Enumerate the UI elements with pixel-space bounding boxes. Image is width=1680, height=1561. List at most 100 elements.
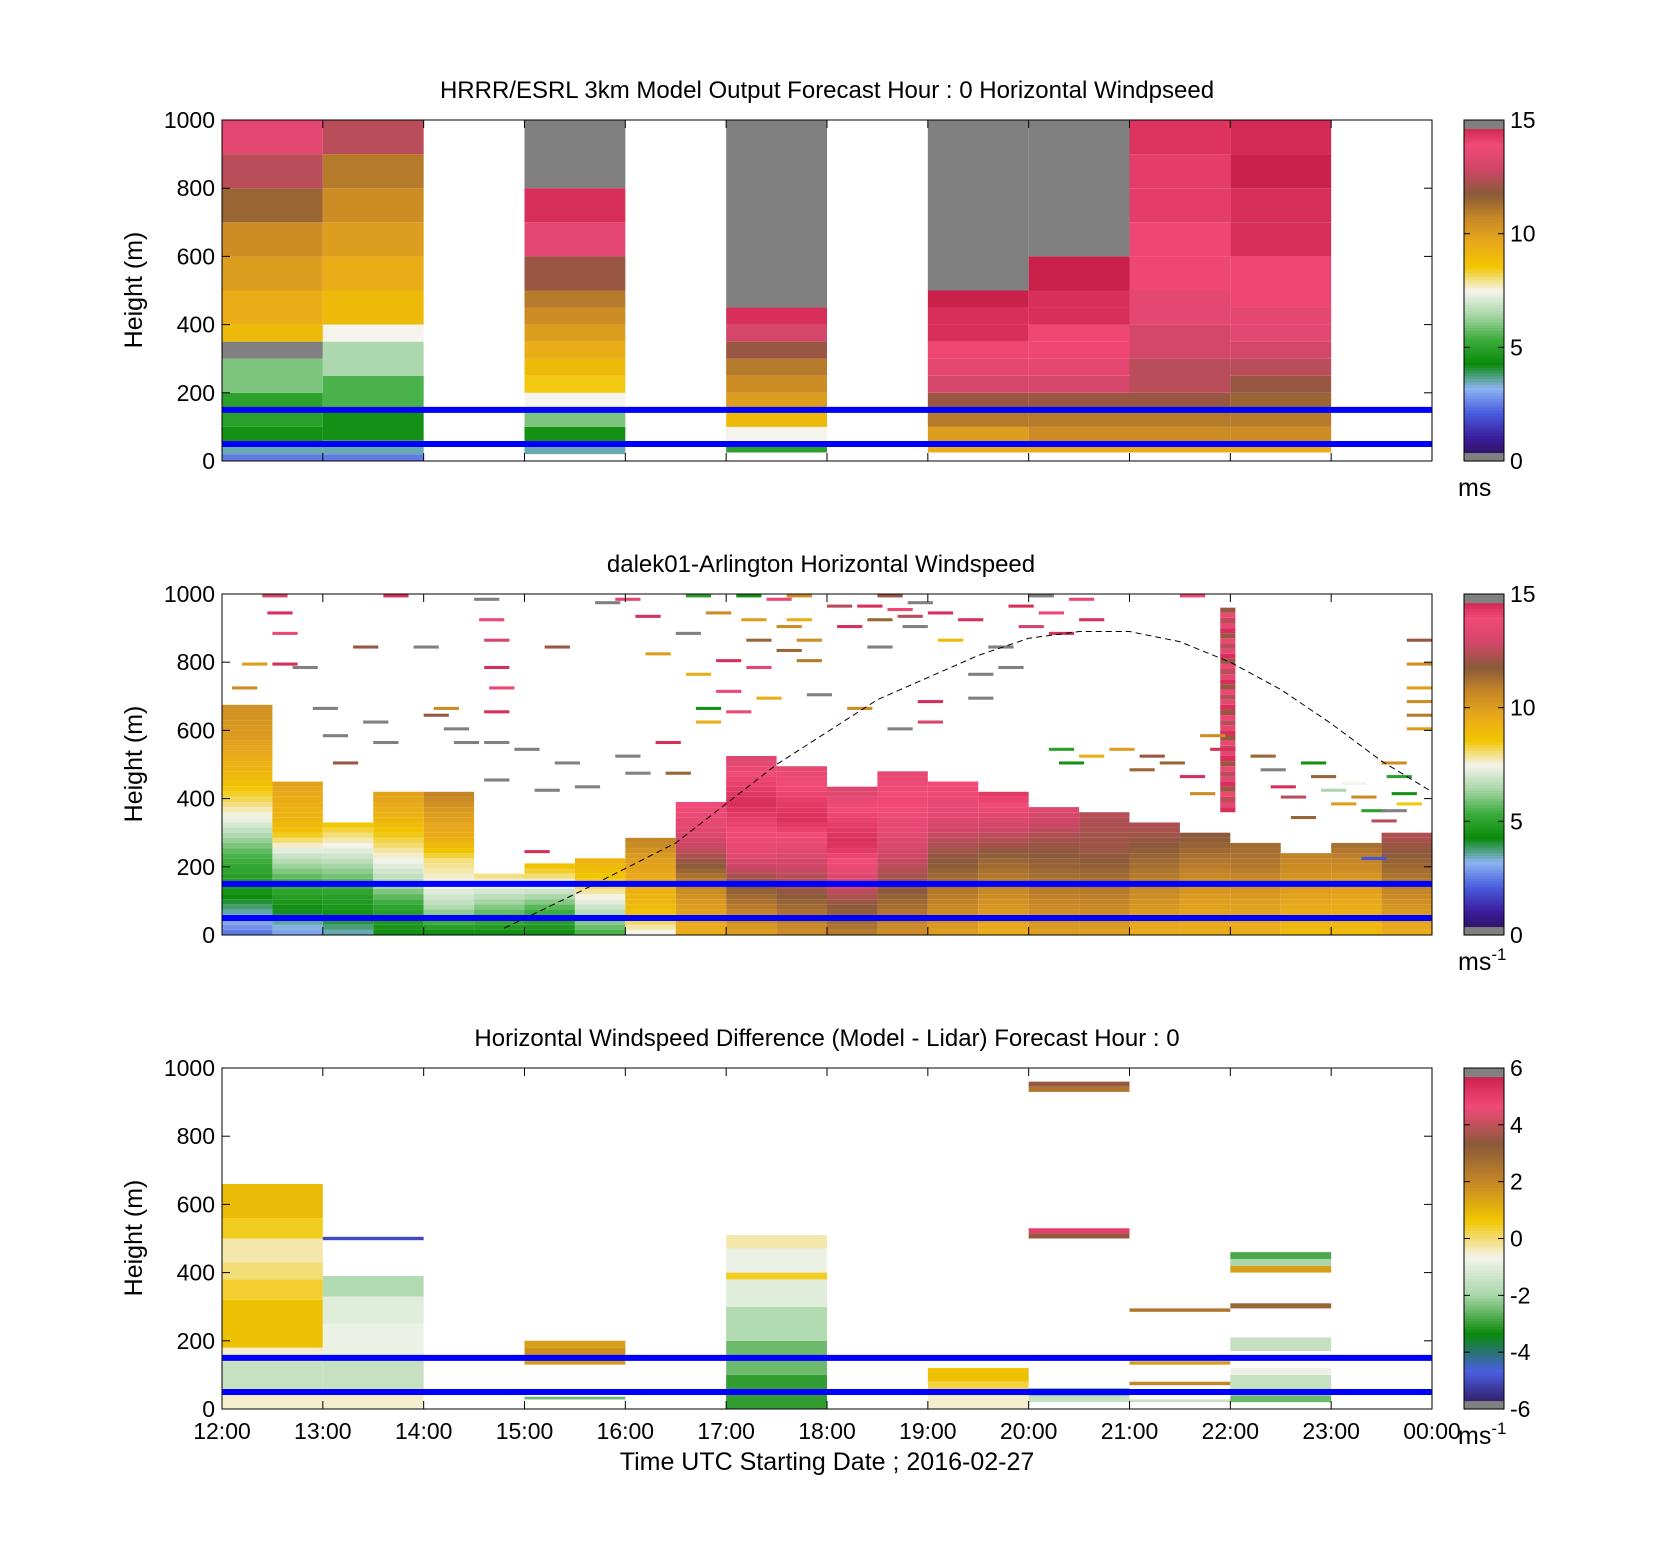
lidar-gate bbox=[474, 597, 500, 601]
colorbar-segment bbox=[1464, 381, 1504, 385]
heatmap-cell bbox=[978, 929, 1029, 935]
colorbar-segment bbox=[1464, 1292, 1504, 1296]
colorbar-segment bbox=[1464, 350, 1504, 354]
heatmap-cell bbox=[373, 827, 424, 833]
lidar-gate bbox=[746, 638, 772, 642]
heatmap-cell bbox=[1280, 858, 1332, 864]
colorbar-segment bbox=[1464, 1215, 1504, 1220]
colorbar-segment bbox=[1464, 387, 1504, 391]
heatmap-cell bbox=[726, 868, 777, 874]
heatmap-cell bbox=[827, 929, 878, 935]
heatmap-cell bbox=[1129, 929, 1180, 935]
colorbar-tick-label: 0 bbox=[1510, 1226, 1523, 1252]
heatmap-cell bbox=[373, 899, 424, 905]
colorbar-segment bbox=[1464, 696, 1504, 700]
colorbar-segment bbox=[1464, 1207, 1504, 1211]
heatmap-cell bbox=[1381, 837, 1432, 843]
heatmap-cell bbox=[877, 812, 928, 818]
heatmap-cell bbox=[1331, 924, 1382, 930]
heatmap-cell bbox=[524, 392, 626, 410]
colorbar-tick-label: 5 bbox=[1510, 334, 1523, 360]
heatmap-cell bbox=[675, 899, 727, 905]
heatmap-cell bbox=[978, 791, 1029, 797]
colorbar-segment bbox=[1464, 1156, 1504, 1160]
heatmap-cell bbox=[1028, 873, 1080, 879]
heatmap-cell bbox=[1079, 817, 1130, 823]
heatmap-cell bbox=[222, 324, 323, 342]
panel-lidar-dashed-curve bbox=[504, 631, 1432, 929]
heatmap-cell bbox=[1230, 848, 1281, 854]
heatmap-cell bbox=[1129, 873, 1180, 879]
heatmap-cell bbox=[524, 256, 626, 291]
heatmap-cell bbox=[373, 812, 424, 818]
colorbar-segment bbox=[1464, 701, 1504, 706]
heatmap-cell bbox=[827, 868, 878, 874]
heatmap-cell bbox=[524, 873, 575, 879]
colorbar-segment bbox=[1464, 869, 1504, 874]
heatmap-cell bbox=[322, 863, 374, 869]
heatmap-cell bbox=[222, 899, 273, 905]
colorbar-segment bbox=[1464, 639, 1504, 643]
colorbar-segment bbox=[1464, 676, 1504, 680]
lidar-gate bbox=[766, 597, 792, 601]
y-tick-label: 800 bbox=[177, 175, 215, 201]
heatmap-cell bbox=[222, 766, 273, 772]
heatmap-cell bbox=[272, 888, 323, 895]
colorbar-segment bbox=[1464, 1068, 1504, 1072]
heatmap-cell bbox=[827, 899, 878, 905]
lidar-gate bbox=[1079, 618, 1105, 622]
heatmap-cell bbox=[524, 307, 626, 325]
heatmap-cell bbox=[272, 791, 323, 797]
lidar-gate bbox=[776, 648, 802, 652]
heatmap-cell bbox=[877, 837, 928, 843]
colorbar-segment bbox=[1464, 185, 1504, 189]
heatmap-cell bbox=[726, 443, 827, 453]
panel-difference-y-axis: 0 200 400 600 800 1000 bbox=[164, 1055, 1432, 1422]
lidar-gate bbox=[595, 601, 621, 605]
heatmap-cell bbox=[1079, 848, 1130, 854]
heatmap-cell bbox=[827, 827, 878, 833]
heatmap-cell bbox=[1381, 904, 1432, 910]
lidar-gate bbox=[685, 594, 712, 598]
heatmap-cell bbox=[726, 817, 777, 823]
colorbar-segment bbox=[1464, 900, 1504, 905]
colorbar-segment bbox=[1464, 875, 1504, 879]
heatmap-cell bbox=[978, 888, 1029, 895]
heatmap-cell bbox=[1028, 929, 1080, 935]
colorbar-unit: ms-1 bbox=[1458, 945, 1506, 976]
heatmap-cell bbox=[222, 1262, 323, 1280]
heatmap-cell bbox=[423, 858, 475, 864]
heatmap-cell bbox=[1129, 290, 1231, 325]
heatmap-cell bbox=[978, 842, 1029, 849]
colorbar-segment bbox=[1464, 1141, 1504, 1146]
heatmap-cell bbox=[574, 863, 626, 869]
heatmap-cell bbox=[272, 812, 323, 818]
heatmap-cell bbox=[827, 817, 878, 823]
heatmap-cell bbox=[1230, 1265, 1332, 1273]
heatmap-cell bbox=[1220, 669, 1236, 675]
heatmap-cell bbox=[322, 1357, 424, 1389]
heatmap-cell bbox=[1220, 761, 1236, 767]
colorbar-segment bbox=[1464, 1386, 1504, 1390]
colorbar-segment bbox=[1464, 744, 1504, 749]
panel-model-cells bbox=[222, 120, 1332, 461]
y-tick-label: 600 bbox=[177, 717, 215, 743]
heatmap-cell bbox=[1028, 324, 1130, 342]
heatmap-cell bbox=[877, 776, 928, 782]
heatmap-cell bbox=[574, 929, 626, 935]
heatmap-cell bbox=[322, 822, 374, 828]
heatmap-cell bbox=[625, 894, 676, 900]
colorbar-segment bbox=[1464, 1090, 1504, 1095]
heatmap-cell bbox=[1129, 868, 1180, 874]
heatmap-cell bbox=[978, 832, 1029, 838]
colorbar-segment bbox=[1464, 179, 1504, 184]
colorbar-segment bbox=[1464, 1139, 1504, 1143]
heatmap-cell bbox=[222, 888, 273, 895]
heatmap-cell bbox=[1230, 154, 1332, 189]
heatmap-cell bbox=[776, 863, 827, 869]
heatmap-cell bbox=[827, 888, 878, 895]
heatmap-cell bbox=[726, 837, 777, 843]
heatmap-cell bbox=[927, 868, 979, 874]
heatmap-cell bbox=[1230, 888, 1281, 895]
colorbar-segment bbox=[1464, 1332, 1504, 1336]
